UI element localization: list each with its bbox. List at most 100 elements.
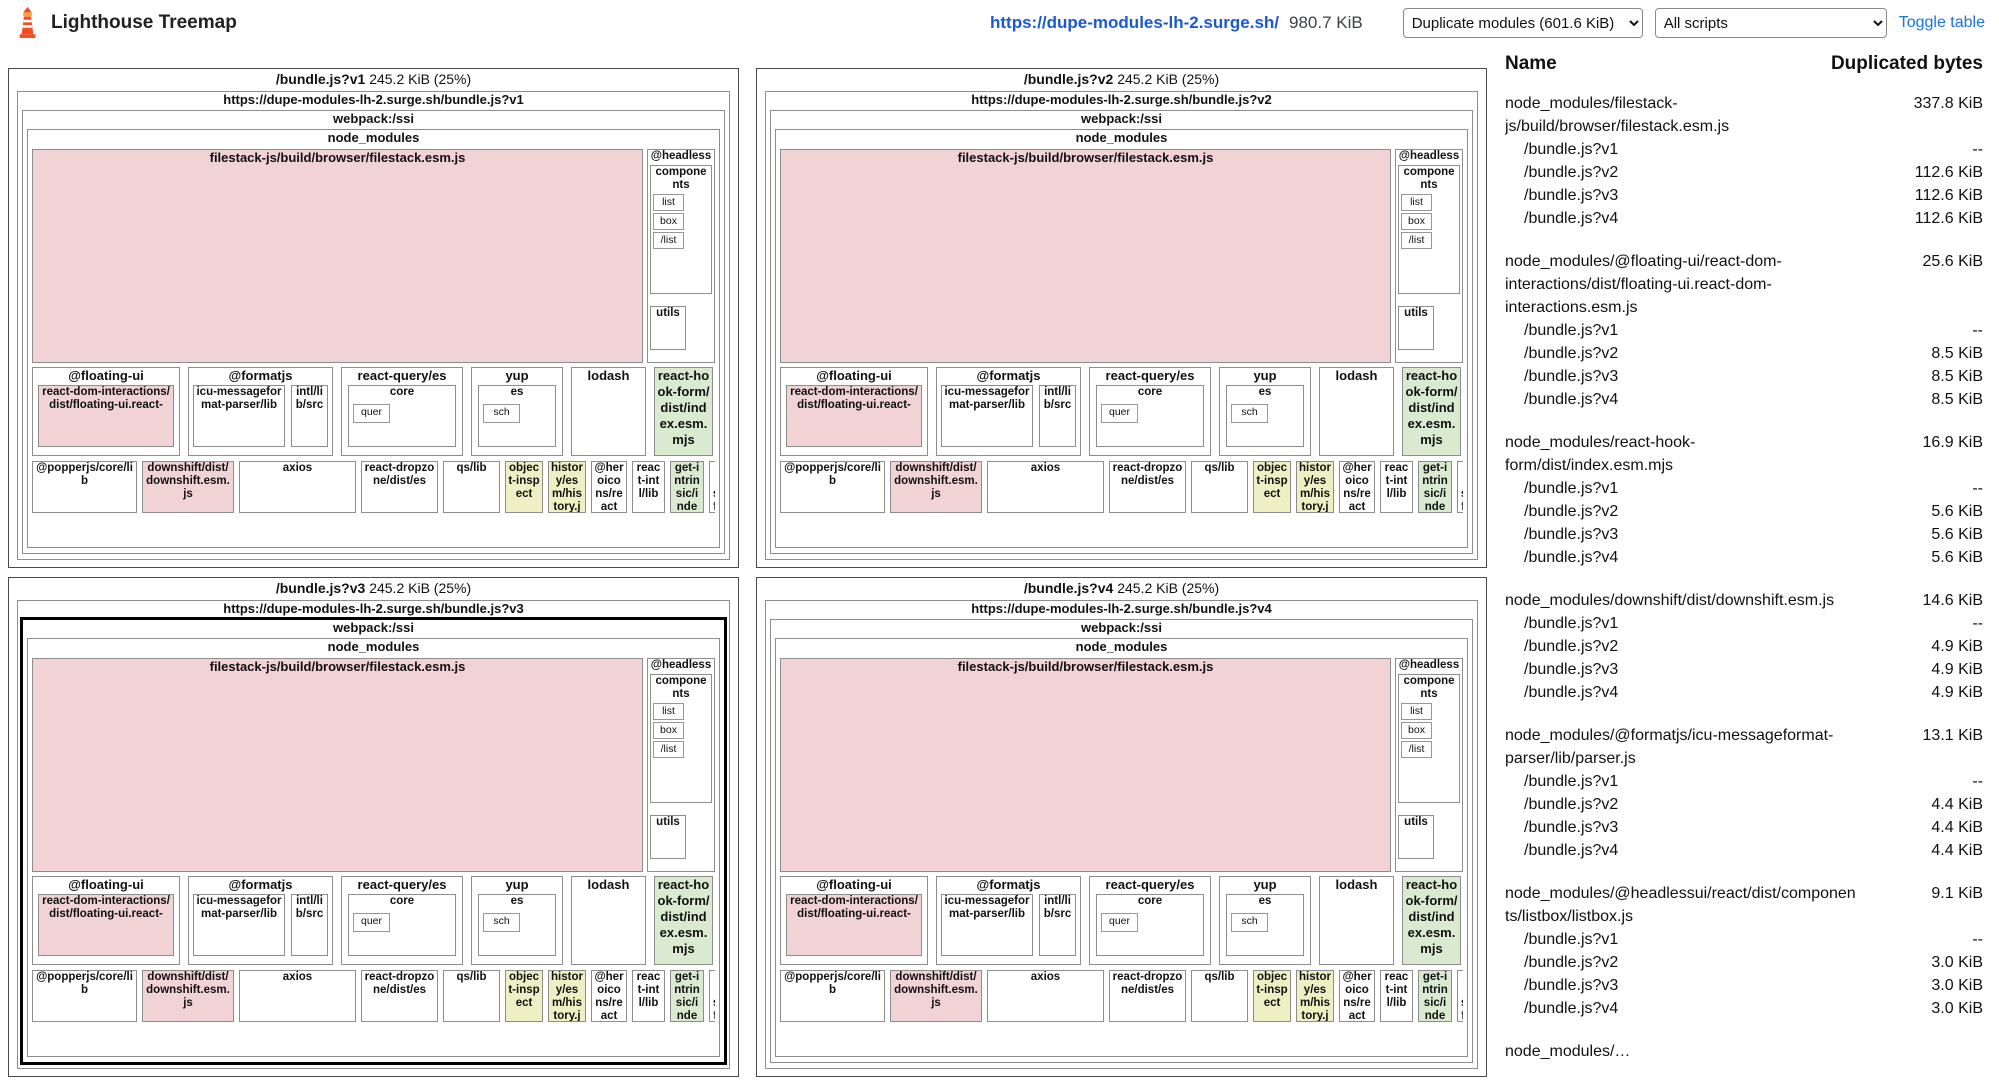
cell-object-inspect[interactable]: object-inspect — [1253, 461, 1291, 513]
cell-axios[interactable]: axios — [239, 970, 356, 1022]
cell-es[interactable]: es sch — [1226, 385, 1304, 447]
module-group-head[interactable]: node_modules/react-hook-form/dist/index.… — [1505, 431, 1983, 477]
cell-popperjs[interactable]: @popperjs/core/lib — [780, 461, 885, 513]
treemap-quadrant[interactable]: /bundle.js?v4 245.2 KiB (25%) https://du… — [756, 577, 1487, 1077]
cell-heroicons[interactable]: @heroicons/react — [1339, 970, 1375, 1022]
bundle-row[interactable]: /bundle.js?v1 -- — [1505, 770, 1983, 793]
cell-core[interactable]: core quer — [348, 385, 456, 447]
cell-lodash[interactable]: lodash — [571, 876, 646, 965]
cell-es[interactable]: es sch — [478, 385, 556, 447]
cell-axios[interactable]: axios — [987, 461, 1104, 513]
cell-floating-ui[interactable]: @floating-ui react-dom-interactions/dist… — [32, 367, 180, 456]
cell-react-hook-form[interactable]: react-hook-form/dist/index.esm.mjs — [1402, 367, 1461, 456]
cell-qs[interactable]: qs/lib — [443, 461, 500, 513]
cell-history[interactable]: history/esm/history.js — [548, 970, 586, 1022]
cell-lodash[interactable]: lodash — [1319, 876, 1394, 965]
cell-intl-messageformat[interactable]: intl-messageformat — [1457, 970, 1463, 1022]
cell-react-intl[interactable]: react-intl/lib — [1380, 461, 1413, 513]
cell-headlessui[interactable]: @headless components list box /list util… — [1395, 149, 1463, 363]
cell-icu-messageformat-parser[interactable]: icu-messageformat-parser/lib — [941, 894, 1033, 956]
url-node[interactable]: https://dupe-modules-lh-2.surge.sh/bundl… — [765, 600, 1478, 1069]
cell-filestack[interactable]: filestack-js/build/browser/filestack.esm… — [780, 149, 1391, 363]
cell-schema[interactable]: sch — [483, 404, 520, 423]
cell-es[interactable]: es sch — [1226, 894, 1304, 956]
cell-formatjs[interactable]: @formatjs icu-messageformat-parser/lib i… — [936, 367, 1081, 456]
cell-listbox-part-2[interactable]: box — [653, 722, 684, 739]
webpack-node[interactable]: webpack:/ssi node_modules filestack-js/b… — [770, 619, 1473, 1063]
node-modules-node[interactable]: node_modules filestack-js/build/browser/… — [27, 638, 720, 1057]
cell-react-intl[interactable]: react-intl/lib — [632, 461, 665, 513]
cell-floating-ui[interactable]: @floating-ui react-dom-interactions/dist… — [32, 876, 180, 965]
cell-qs[interactable]: qs/lib — [443, 970, 500, 1022]
cell-yup[interactable]: yup es sch — [471, 876, 563, 965]
node-modules-node[interactable]: node_modules filestack-js/build/browser/… — [775, 129, 1468, 548]
cell-downshift[interactable]: downshift/dist/downshift.esm.js — [890, 461, 982, 513]
cell-formatjs[interactable]: @formatjs icu-messageformat-parser/lib i… — [188, 367, 333, 456]
cell-schema[interactable]: sch — [483, 913, 520, 932]
cell-intl-lib-src[interactable]: intl/lib/src — [1039, 385, 1076, 447]
cell-listbox-part-2[interactable]: box — [1401, 213, 1432, 230]
cell-react-hook-form[interactable]: react-hook-form/dist/index.esm.mjs — [1402, 876, 1461, 965]
module-group-head[interactable]: node_modules/… — [1505, 1040, 1983, 1063]
cell-yup[interactable]: yup es sch — [471, 367, 563, 456]
cell-listbox-part-1[interactable]: list — [1401, 703, 1432, 720]
cell-react-dom-interactions[interactable]: react-dom-interactions/dist/floating-ui.… — [38, 385, 174, 447]
cell-history[interactable]: history/esm/history.js — [1296, 970, 1334, 1022]
bundle-row[interactable]: /bundle.js?v3 4.9 KiB — [1505, 658, 1983, 681]
cell-schema[interactable]: sch — [1231, 913, 1268, 932]
bundle-row[interactable]: /bundle.js?v2 112.6 KiB — [1505, 161, 1983, 184]
bundle-row[interactable]: /bundle.js?v3 8.5 KiB — [1505, 365, 1983, 388]
cell-yup[interactable]: yup es sch — [1219, 367, 1311, 456]
cell-filestack[interactable]: filestack-js/build/browser/filestack.esm… — [32, 658, 643, 872]
cell-get-intrinsic[interactable]: get-intrinsic/index.js — [1418, 970, 1452, 1022]
cell-formatjs[interactable]: @formatjs icu-messageformat-parser/lib i… — [936, 876, 1081, 965]
cell-react-dropzone[interactable]: react-dropzone/dist/es — [361, 461, 438, 513]
bundle-row[interactable]: /bundle.js?v2 5.6 KiB — [1505, 500, 1983, 523]
cell-intl-messageformat[interactable]: intl-messageformat — [709, 461, 715, 513]
treemap-quadrant[interactable]: /bundle.js?v3 245.2 KiB (25%) https://du… — [8, 577, 739, 1077]
cell-axios[interactable]: axios — [239, 461, 356, 513]
cell-components[interactable]: components list box /list — [650, 674, 712, 803]
module-group-head[interactable]: node_modules/filestack-js/build/browser/… — [1505, 92, 1983, 138]
cell-popperjs[interactable]: @popperjs/core/lib — [780, 970, 885, 1022]
partition-select[interactable]: Duplicate modules (601.6 KiB) — [1402, 8, 1643, 38]
cell-query[interactable]: quer — [353, 404, 390, 423]
cell-get-intrinsic[interactable]: get-intrinsic/index.js — [1418, 461, 1452, 513]
cell-react-dom-interactions[interactable]: react-dom-interactions/dist/floating-ui.… — [786, 385, 922, 447]
cell-listbox-part-2[interactable]: box — [653, 213, 684, 230]
node-modules-node[interactable]: node_modules filestack-js/build/browser/… — [27, 129, 720, 548]
bundle-row[interactable]: /bundle.js?v4 112.6 KiB — [1505, 207, 1983, 230]
cell-components[interactable]: components list box /list — [1398, 674, 1460, 803]
bundle-row[interactable]: /bundle.js?v4 5.6 KiB — [1505, 546, 1983, 569]
cell-listbox-part-2[interactable]: box — [1401, 722, 1432, 739]
bundle-row[interactable]: /bundle.js?v3 4.4 KiB — [1505, 816, 1983, 839]
bundle-row[interactable]: /bundle.js?v2 4.4 KiB — [1505, 793, 1983, 816]
webpack-node[interactable]: webpack:/ssi node_modules filestack-js/b… — [22, 110, 725, 554]
cell-react-intl[interactable]: react-intl/lib — [1380, 970, 1413, 1022]
cell-react-dom-interactions[interactable]: react-dom-interactions/dist/floating-ui.… — [38, 894, 174, 956]
cell-react-hook-form[interactable]: react-hook-form/dist/index.esm.mjs — [654, 876, 713, 965]
cell-utils[interactable]: utils — [650, 815, 686, 859]
cell-react-query[interactable]: react-query/es core quer — [341, 876, 463, 965]
bundle-row[interactable]: /bundle.js?v2 4.9 KiB — [1505, 635, 1983, 658]
cell-object-inspect[interactable]: object-inspect — [505, 461, 543, 513]
cell-history[interactable]: history/esm/history.js — [548, 461, 586, 513]
cell-downshift[interactable]: downshift/dist/downshift.esm.js — [890, 970, 982, 1022]
cell-react-intl[interactable]: react-intl/lib — [632, 970, 665, 1022]
cell-react-query[interactable]: react-query/es core quer — [341, 367, 463, 456]
cell-query[interactable]: quer — [1101, 404, 1138, 423]
cell-object-inspect[interactable]: object-inspect — [505, 970, 543, 1022]
cell-listbox-part-3[interactable]: /list — [1401, 232, 1432, 249]
treemap-quadrant[interactable]: /bundle.js?v2 245.2 KiB (25%) https://du… — [756, 68, 1487, 568]
cell-heroicons[interactable]: @heroicons/react — [591, 970, 627, 1022]
cell-react-dropzone[interactable]: react-dropzone/dist/es — [1109, 461, 1186, 513]
cell-downshift[interactable]: downshift/dist/downshift.esm.js — [142, 461, 234, 513]
cell-react-dropzone[interactable]: react-dropzone/dist/es — [361, 970, 438, 1022]
module-group-head[interactable]: node_modules/@formatjs/icu-messageformat… — [1505, 724, 1983, 770]
bundle-row[interactable]: /bundle.js?v2 3.0 KiB — [1505, 951, 1983, 974]
cell-popperjs[interactable]: @popperjs/core/lib — [32, 461, 137, 513]
toggle-table-link[interactable]: Toggle table — [1898, 14, 1985, 31]
bundle-row[interactable]: /bundle.js?v1 -- — [1505, 319, 1983, 342]
url-node[interactable]: https://dupe-modules-lh-2.surge.sh/bundl… — [17, 600, 730, 1069]
cell-floating-ui[interactable]: @floating-ui react-dom-interactions/dist… — [780, 367, 928, 456]
